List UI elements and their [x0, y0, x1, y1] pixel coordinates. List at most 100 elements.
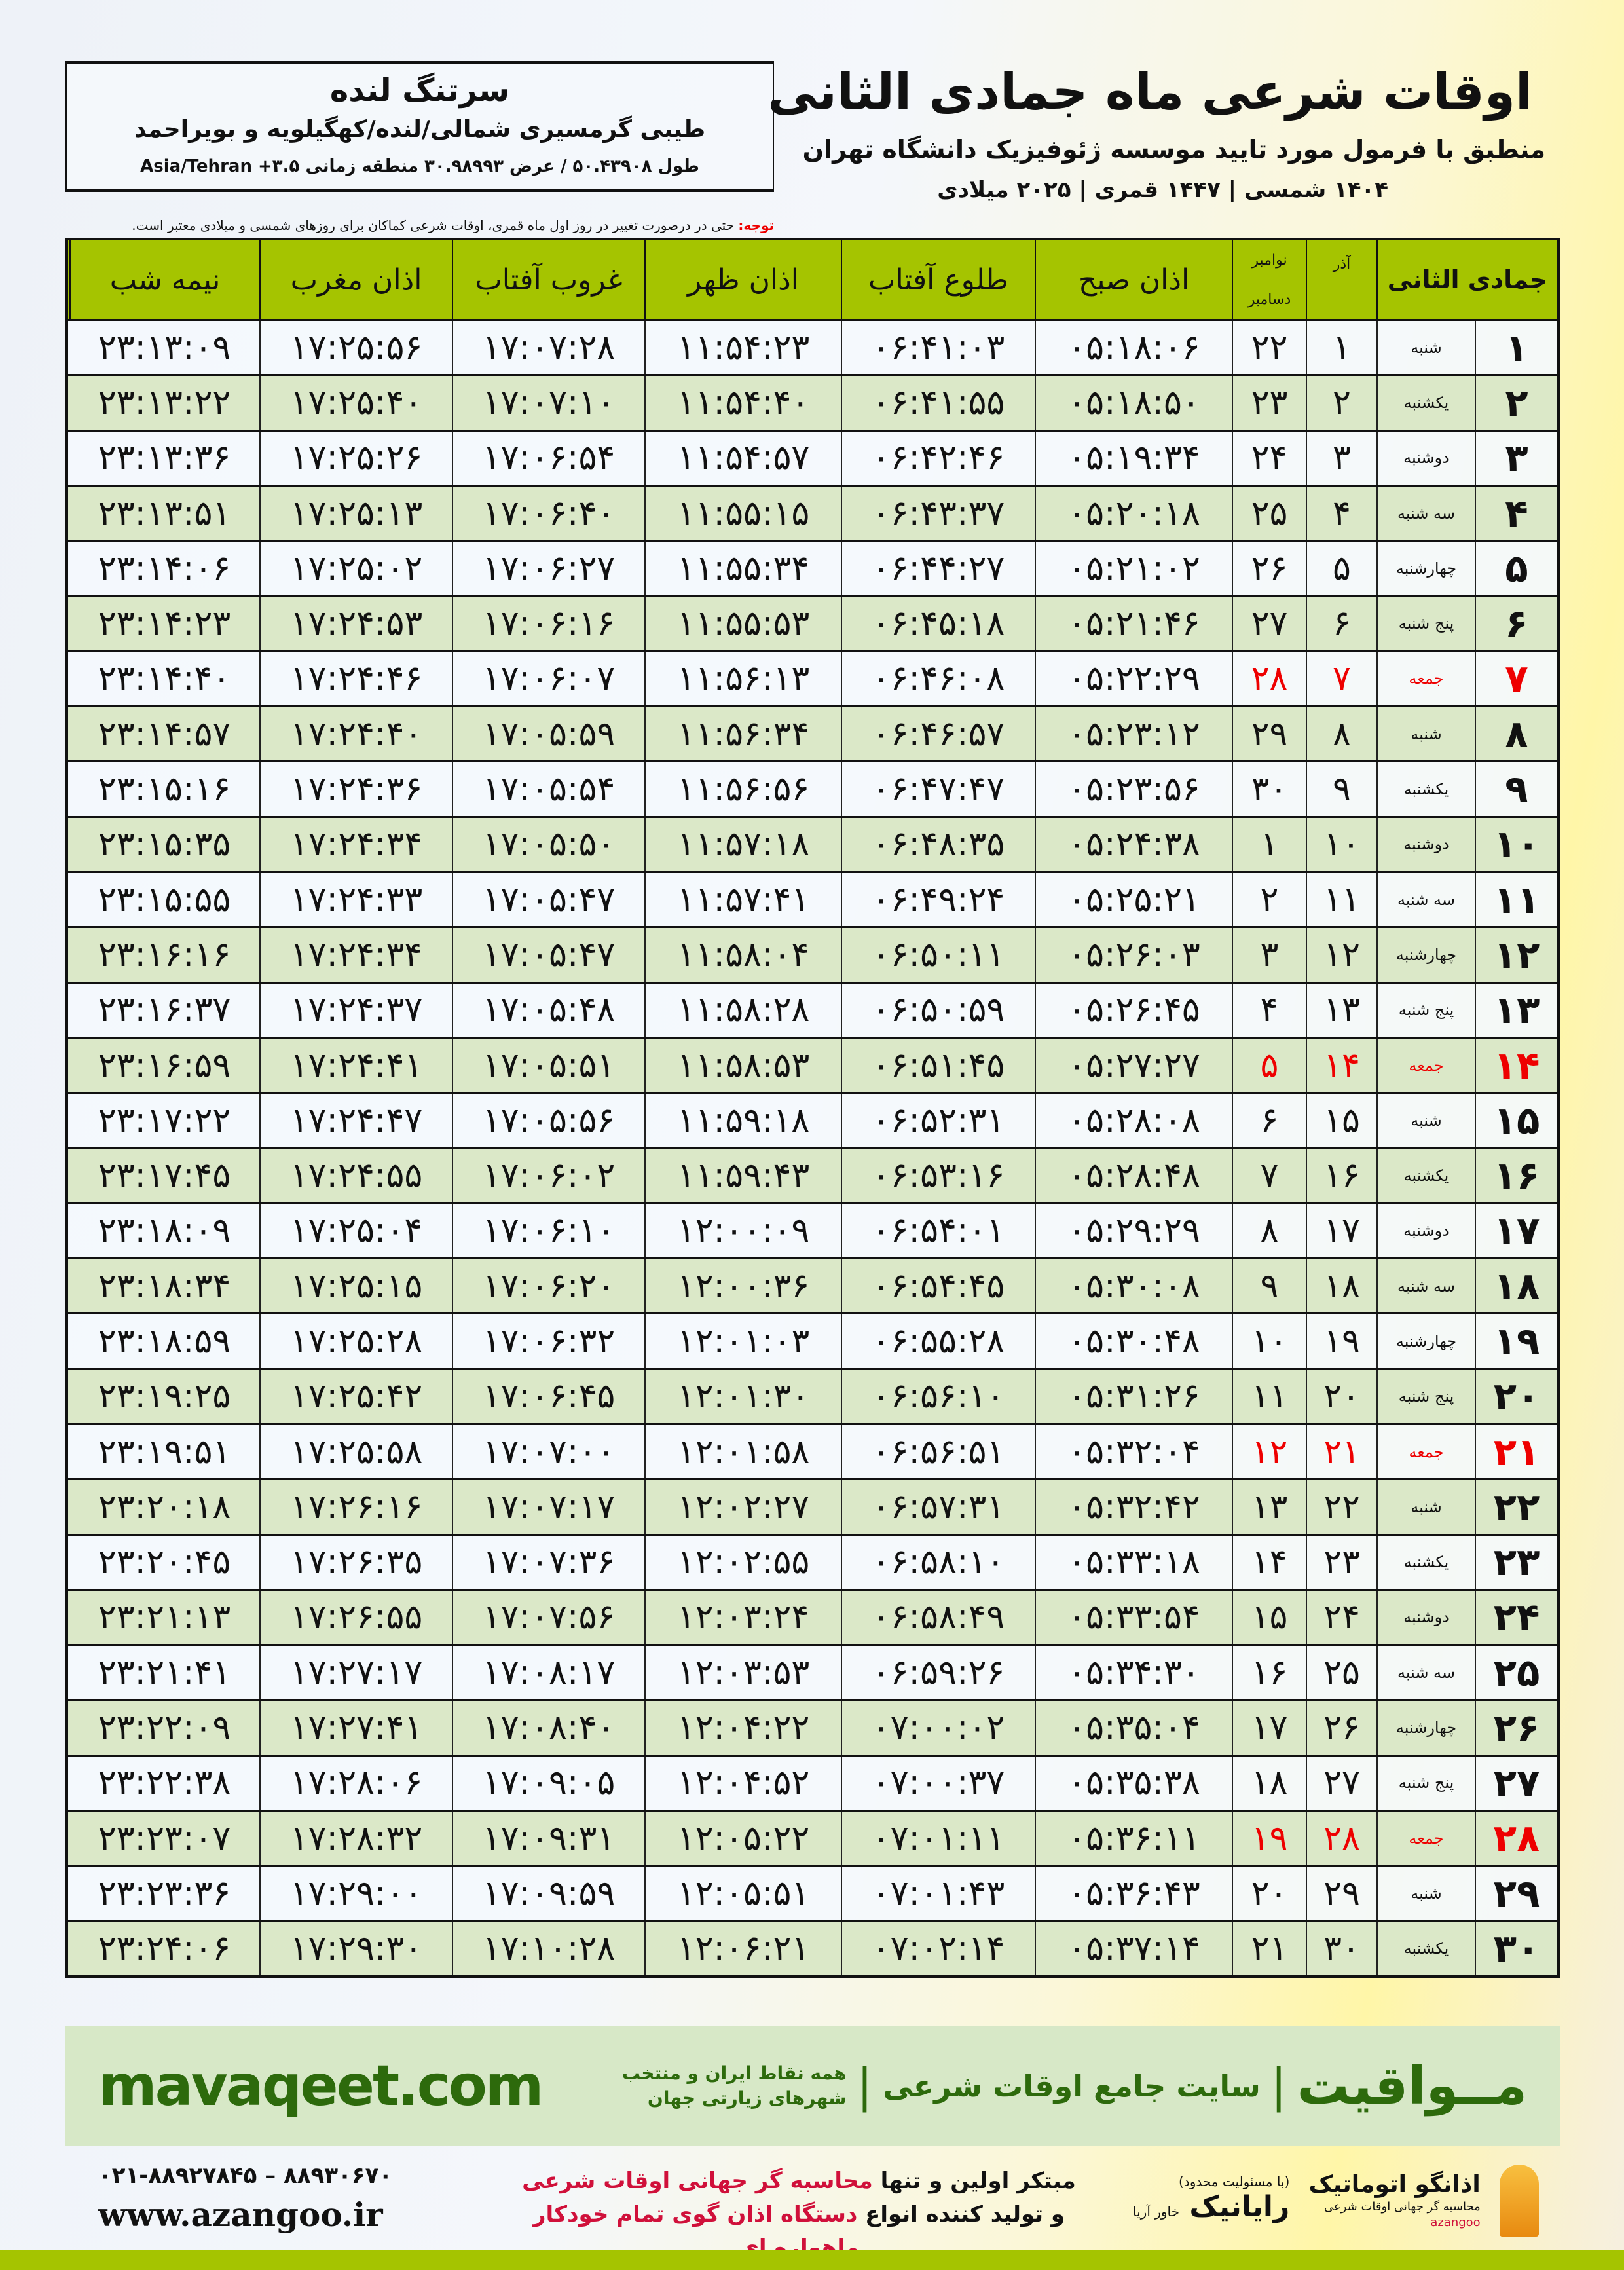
- maghrib-time: ۱۷:۲۸:۳۲: [259, 1812, 452, 1865]
- weekday: چهارشنبه: [1376, 1314, 1475, 1368]
- sunrise-time: ۰۷:۰۱:۱۱: [841, 1812, 1035, 1865]
- ad-line2a: و تولید کننده انواع: [857, 2201, 1065, 2227]
- sunrise-time: ۰۶:۵۳:۱۶: [841, 1149, 1035, 1202]
- table-row: ۲۳ یکشنبه ۲۳ ۱۴ ۰۵:۳۳:۱۸ ۰۶:۵۸:۱۰ ۱۲:۰۲:۵۵ ۱۷:۰…: [68, 1533, 1557, 1589]
- table-row: ۱۲ چهارشنبه ۱۲ ۳ ۰۵:۲۶:۰۳ ۰۶:۵۰:۱۱ ۱۱:۵۸:۰۴ ۱۷:…: [68, 926, 1557, 982]
- sunrise-time: ۰۶:۴۷:۴۷: [841, 762, 1035, 816]
- gregorian-day: ۲۷: [1232, 597, 1306, 650]
- slogan: سایت جامع اوقات شرعی: [883, 2068, 1261, 2104]
- sunrise-time: ۰۶:۴۴:۲۷: [841, 542, 1035, 595]
- fajr-time: ۰۵:۳۴:۳۰: [1035, 1646, 1232, 1700]
- table-header: جمادی الثانی آذر نوامبر دسامبر اذان صبح ط…: [68, 240, 1557, 319]
- weekday: پنج شنبه: [1376, 597, 1475, 650]
- hijri-day: ۱۶: [1475, 1149, 1557, 1202]
- fajr-time: ۰۵:۲۱:۰۲: [1035, 542, 1232, 595]
- fajr-time: ۰۵:۲۸:۴۸: [1035, 1149, 1232, 1202]
- gregorian-day: ۲۹: [1232, 707, 1306, 761]
- azangoo-dome-icon: [1500, 2165, 1539, 2237]
- sunrise-time: ۰۶:۵۰:۱۱: [841, 928, 1035, 982]
- hijri-day: ۲۷: [1475, 1756, 1557, 1810]
- col-maghrib: اذان مغرب: [259, 240, 452, 319]
- fajr-time: ۰۵:۲۹:۲۹: [1035, 1204, 1232, 1258]
- weekday: چهارشنبه: [1376, 928, 1475, 982]
- site-url[interactable]: mavaqeet.com: [98, 2053, 544, 2119]
- weekday: جمعه: [1376, 1812, 1475, 1865]
- sunset-time: ۱۷:۰۵:۴۷: [452, 928, 644, 982]
- midnight-time: ۲۳:۱۶:۵۹: [98, 1045, 231, 1085]
- sunset-time: ۱۷:۰۷:۵۶: [452, 1590, 644, 1645]
- gregorian-day: ۹: [1232, 1259, 1306, 1313]
- midnight-time: ۲۳:۱۳:۲۲: [98, 382, 231, 422]
- gregorian-day: ۵: [1232, 1038, 1306, 1092]
- col-sunrise: طلوع آفتاب: [841, 240, 1035, 319]
- fajr-time: ۰۵:۳۲:۰۴: [1035, 1424, 1232, 1479]
- website-link[interactable]: www.azangoo.ir: [98, 2195, 383, 2234]
- gregorian-day: ۲۶: [1232, 542, 1306, 595]
- hijri-day: ۵: [1475, 542, 1557, 595]
- gregorian-day: ۸: [1232, 1204, 1306, 1258]
- location-box: سرتنگ لنده طیبی گرمسیری شمالی/لنده/کهگیل…: [65, 61, 774, 192]
- weekday: یکشنبه: [1376, 1149, 1475, 1202]
- azar-day: ۱۸: [1306, 1259, 1376, 1313]
- dhuhr-time: ۱۲:۰۳:۲۴: [644, 1590, 841, 1645]
- sunrise-time: ۰۶:۴۳:۳۷: [841, 486, 1035, 540]
- sunrise-time: ۰۶:۴۹:۲۴: [841, 872, 1035, 927]
- midnight-time: ۲۳:۲۲:۳۸: [98, 1763, 231, 1803]
- azar-day: ۳۰: [1306, 1922, 1376, 1975]
- sunset-time: ۱۷:۰۷:۱۷: [452, 1480, 644, 1534]
- dhuhr-time: ۱۲:۰۵:۲۲: [644, 1812, 841, 1865]
- gregorian-day: ۲۳: [1232, 376, 1306, 430]
- sunrise-time: ۰۶:۵۸:۱۰: [841, 1535, 1035, 1589]
- sunset-time: ۱۷:۰۶:۴۰: [452, 486, 644, 540]
- hijri-day: ۲: [1475, 376, 1557, 430]
- table-row: ۲۲ شنبه ۲۲ ۱۳ ۰۵:۳۲:۴۲ ۰۶:۵۷:۳۱ ۱۲:۰۲:۲۷ ۱۷:۰۷:…: [68, 1478, 1557, 1534]
- dhuhr-time: ۱۱:۵۶:۱۳: [644, 652, 841, 706]
- maghrib-time: ۱۷:۲۴:۳۳: [259, 872, 452, 927]
- sunset-time: ۱۷:۰۷:۰۰: [452, 1424, 644, 1479]
- gregorian-day: ۲۴: [1232, 431, 1306, 485]
- midnight-time: ۲۳:۲۳:۳۶: [98, 1873, 231, 1913]
- azar-day: ۲۰: [1306, 1369, 1376, 1423]
- dhuhr-time: ۱۲:۰۰:۳۶: [644, 1259, 841, 1313]
- col-azar: آذر: [1306, 240, 1376, 319]
- hijri-day: ۸: [1475, 707, 1557, 761]
- weekday: سه شنبه: [1376, 1259, 1475, 1313]
- note-text: حتی در درصورت تغییر در روز اول ماه قمری،…: [132, 217, 739, 233]
- midnight-time: ۲۳:۱۶:۱۶: [98, 935, 231, 975]
- midnight-time: ۲۳:۲۳:۰۷: [98, 1818, 231, 1858]
- sunset-time: ۱۷:۰۶:۲۷: [452, 542, 644, 595]
- weekday: دوشنبه: [1376, 817, 1475, 871]
- gregorian-day: ۳۰: [1232, 762, 1306, 816]
- azar-day: ۱۹: [1306, 1314, 1376, 1368]
- azar-day: ۲۳: [1306, 1535, 1376, 1589]
- sunrise-time: ۰۶:۵۶:۱۰: [841, 1369, 1035, 1423]
- note: توجه: حتی در درصورت تغییر در روز اول ماه…: [65, 216, 774, 234]
- gregorian-day: ۳: [1232, 928, 1306, 982]
- table-row: ۴ سه شنبه ۴ ۲۵ ۰۵:۲۰:۱۸ ۰۶:۴۳:۳۷ ۱۱:۵۵:۱۵ ۱۷:۰۶…: [68, 484, 1557, 540]
- fajr-time: ۰۵:۲۵:۲۱: [1035, 872, 1232, 927]
- maghrib-time: ۱۷:۲۹:۰۰: [259, 1867, 452, 1920]
- sunset-time: ۱۷:۰۶:۲۰: [452, 1259, 644, 1313]
- sunset-time: ۱۷:۰۵:۴۷: [452, 872, 644, 927]
- gregorian-day: ۴: [1232, 983, 1306, 1037]
- maghrib-time: ۱۷:۲۷:۱۷: [259, 1646, 452, 1700]
- fajr-time: ۰۵:۲۴:۳۸: [1035, 817, 1232, 871]
- table-row: ۱۶ یکشنبه ۱۶ ۷ ۰۵:۲۸:۴۸ ۰۶:۵۳:۱۶ ۱۱:۵۹:۴۳ ۱۷:۰۶…: [68, 1147, 1557, 1202]
- gregorian-day: ۱۷: [1232, 1701, 1306, 1755]
- azar-day: ۱۵: [1306, 1094, 1376, 1147]
- hijri-day: ۲۲: [1475, 1480, 1557, 1534]
- hijri-day: ۶: [1475, 597, 1557, 650]
- maghrib-time: ۱۷:۲۵:۴۰: [259, 376, 452, 430]
- weekday: یکشنبه: [1376, 376, 1475, 430]
- maghrib-time: ۱۷:۲۴:۳۷: [259, 983, 452, 1037]
- azar-day: ۸: [1306, 707, 1376, 761]
- midnight-time: ۲۳:۱۴:۰۶: [98, 548, 231, 588]
- sunset-time: ۱۷:۰۵:۵۹: [452, 707, 644, 761]
- azar-day: ۲۷: [1306, 1756, 1376, 1810]
- dhuhr-time: ۱۲:۰۴:۲۲: [644, 1701, 841, 1755]
- azar-day: ۵: [1306, 542, 1376, 595]
- bottom-bar: [0, 2250, 1624, 2270]
- sunrise-time: ۰۷:۰۲:۱۴: [841, 1922, 1035, 1975]
- dhuhr-time: ۱۱:۵۴:۴۰: [644, 376, 841, 430]
- gregorian-day: ۱۲: [1232, 1424, 1306, 1479]
